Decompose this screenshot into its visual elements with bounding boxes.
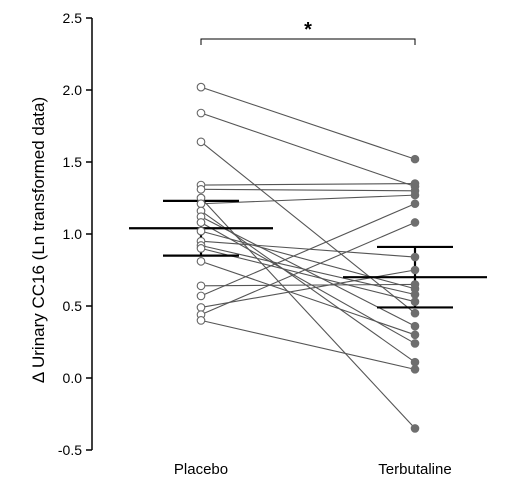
- placebo-point: [196, 316, 206, 325]
- terbutaline-point: [410, 321, 420, 331]
- placebo-point: [196, 291, 206, 301]
- pair-line: [200, 86, 416, 160]
- terbutaline-point: [410, 424, 420, 433]
- pair-line: [200, 112, 416, 188]
- pair-line: [200, 230, 416, 290]
- pair-line: [200, 319, 416, 370]
- terbutaline-point: [410, 308, 420, 318]
- y-tick-label: 1.5: [63, 154, 83, 170]
- placebo-point: [196, 199, 206, 209]
- terbutaline-point: [410, 365, 420, 374]
- y-tick-label: 2.0: [63, 82, 83, 98]
- placebo-point: [196, 226, 206, 236]
- pair-line: [200, 203, 416, 297]
- y-tick-label: -0.5: [58, 442, 82, 458]
- terbutaline-point: [410, 218, 420, 227]
- placebo-point: [196, 218, 206, 227]
- terbutaline-point: [410, 330, 420, 340]
- terbutaline-point: [410, 357, 420, 367]
- data-points: [196, 82, 420, 433]
- pair-line: [200, 283, 416, 287]
- placebo-point: [196, 82, 206, 92]
- significance-marker: *: [304, 19, 312, 41]
- pair-line: [200, 216, 416, 327]
- y-axis-title: Δ Urinary CC16 (Ln transformed data): [29, 97, 48, 383]
- significance-bracket: [200, 38, 416, 45]
- pair-line: [200, 194, 416, 205]
- pair-line: [200, 269, 416, 308]
- terbutaline-point: [410, 252, 420, 262]
- pair-line: [200, 183, 416, 186]
- pair-line: [200, 188, 416, 192]
- placebo-point: [196, 281, 206, 291]
- terbutaline-point: [410, 280, 420, 289]
- placebo-point: [196, 137, 206, 147]
- terbutaline-point: [410, 154, 420, 164]
- placebo-point: [196, 108, 206, 118]
- pair-line: [200, 260, 416, 336]
- x-axis: Placebo Terbutaline: [174, 461, 452, 478]
- terbutaline-point: [410, 190, 420, 200]
- pair-line: [200, 244, 416, 296]
- pair-line: [200, 221, 416, 316]
- pair-line: [200, 240, 416, 258]
- x-tick-label: Placebo: [174, 461, 228, 478]
- bracket-line: [200, 38, 416, 45]
- terbutaline-point: [410, 265, 420, 275]
- placebo-point: [196, 185, 206, 194]
- placebo-point: [196, 244, 206, 253]
- terbutaline-point: [410, 297, 420, 306]
- y-tick-label: 2.5: [63, 10, 83, 26]
- placebo-point: [196, 303, 206, 312]
- terbutaline-point: [410, 339, 420, 348]
- y-tick-label: 0.0: [63, 370, 83, 386]
- pair-line: [200, 222, 416, 344]
- terbutaline-point: [410, 199, 420, 209]
- pair-line: [200, 247, 416, 303]
- pair-line: [200, 210, 416, 363]
- terbutaline-point: [410, 179, 420, 188]
- x-tick-label: Terbutaline: [378, 461, 451, 478]
- y-axis: -0.5 0.0 0.5 1.0 1.5 2.0 2.5: [58, 10, 93, 458]
- y-tick-label: 1.0: [63, 226, 83, 242]
- paired-lines: [200, 86, 416, 429]
- placebo-point: [196, 257, 206, 266]
- terbutaline-point: [410, 290, 420, 299]
- y-tick-label: 0.5: [63, 298, 83, 314]
- summary-bars: [129, 199, 487, 309]
